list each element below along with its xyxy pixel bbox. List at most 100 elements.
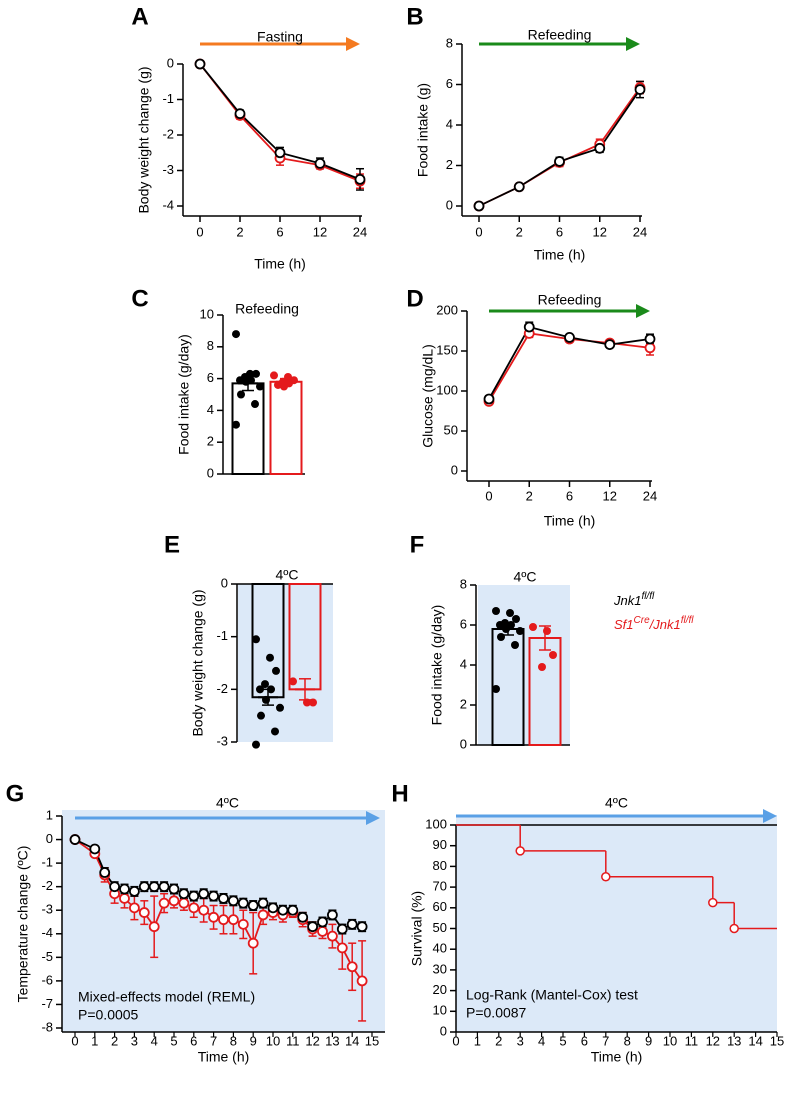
x-tick-label: 9 [250,1033,257,1048]
y-axis-label: Body weight change (g) [136,66,152,213]
data-point [634,84,646,95]
data-point [188,890,200,902]
data-point [257,711,265,720]
data-point [276,703,284,712]
y-tick-label: 6 [460,616,467,631]
data-point [729,923,739,934]
x-tick-label: 5 [170,1033,177,1048]
x-tick-label: 6 [566,488,573,503]
x-tick-label: 4 [151,1033,158,1048]
y-tick-label: 20 [433,982,447,997]
data-point [326,909,338,921]
data-point [257,897,269,909]
panel-letter: B [406,3,423,30]
bar [269,380,303,475]
chart-title: Refeeding [235,301,299,317]
data-point [274,380,282,389]
data-point [178,897,190,909]
panel-2: C Refeeding 0 2 4 6 8 10 Food intake (g/day) [131,285,305,480]
annotation: P=0.0005 [78,1007,139,1023]
data-point [232,420,240,429]
x-axis-label: Time (h) [198,1049,250,1065]
plot-background [238,584,333,742]
y-tick-label: 8 [460,576,467,591]
data-point [326,930,338,942]
bar [231,382,265,475]
y-axis-label: Food intake (g/day) [429,605,445,726]
data-point [543,627,551,635]
x-axis-label: Time (h) [254,256,306,272]
annotation: P=0.0087 [466,1005,527,1021]
data-point [272,666,280,675]
x-tick-label: 10 [663,1033,677,1048]
x-tick-label: 3 [131,1033,138,1048]
y-tick-label: 0 [207,465,214,480]
y-axis-label: Glucose (mg/dL) [420,344,436,447]
data-point [232,330,240,339]
x-tick-label: 5 [559,1033,566,1048]
data-point [208,890,220,902]
y-tick-label: 90 [433,837,447,852]
data-point [314,157,326,169]
y-tick-label: -1 [162,91,174,106]
data-point [138,881,150,893]
chart-title: 4ºC [605,795,628,811]
y-tick-label: 2 [207,434,214,449]
data-point [492,607,500,615]
data-point [317,926,328,937]
y-tick-label: -4 [41,925,53,940]
chart-title: Refeeding [528,27,592,43]
data-point [274,147,286,159]
x-tick-label: 2 [111,1033,118,1048]
data-point [277,904,289,916]
y-tick-label: 0 [440,1023,447,1038]
y-tick-label: 4 [207,402,214,417]
legend-superscript: Cre [634,615,651,626]
data-point [336,923,348,935]
data-point [247,937,259,949]
data-point [356,975,368,987]
x-tick-label: 6 [276,224,283,239]
legend: Jnk1fl/fl Sf1Cre/Jnk1fl/fl [613,591,694,633]
data-point [511,641,519,649]
data-point [237,918,249,930]
x-tick-label: 0 [452,1033,459,1048]
x-tick-label: 3 [517,1033,524,1048]
x-tick-label: 12 [603,488,617,503]
y-tick-label: 80 [433,858,447,873]
data-point [138,907,150,918]
panel-letter: D [406,285,423,312]
data-point [119,883,130,895]
x-tick-label: 11 [286,1033,300,1048]
y-axis-label: Survival (%) [409,891,425,966]
y-tick-label: -2 [41,878,53,893]
x-tick-label: 0 [71,1033,78,1048]
y-tick-label: 200 [436,302,458,317]
y-tick-label: -4 [162,197,174,212]
data-point [594,142,606,154]
data-point [317,916,328,928]
chart-title: Refeeding [538,292,602,308]
x-tick-label: 12 [305,1033,319,1048]
y-tick-label: 40 [433,941,447,956]
data-point [208,911,220,923]
data-point [289,677,297,686]
x-tick-label: 7 [210,1033,217,1048]
y-tick-label: -3 [41,902,53,917]
series-line [478,89,641,207]
data-point [346,961,358,973]
legend-superscript: fl/fl [641,591,655,602]
panel-0: A Fasting 0 -1 -2 -3 -4 Body weight change (g) 0… [131,3,367,271]
data-point [356,921,368,933]
y-tick-label: 70 [433,879,447,894]
chart-title: 4ºC [513,569,536,585]
data-point [236,376,244,385]
y-tick-label: 4 [446,116,453,131]
panel-4: E 4ºC 0 -1 -2 -3 Body weight change (g) [164,531,333,749]
chart-title: 4ºC [216,795,239,811]
title-arrow-head [763,809,777,823]
data-point [188,902,200,914]
y-axis-label: Body weight change (g) [190,589,206,736]
